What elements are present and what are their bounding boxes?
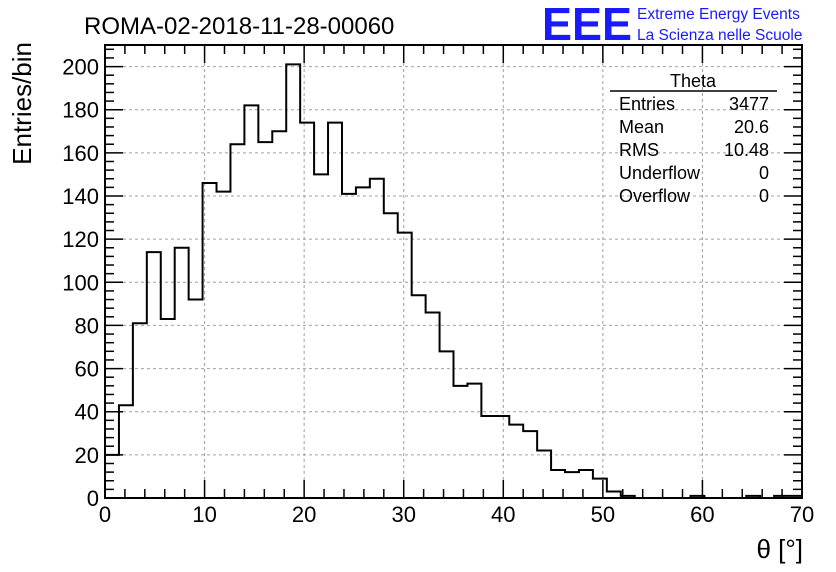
stats-row-label: Underflow: [619, 163, 701, 183]
y-tick-label: 80: [75, 313, 99, 338]
y-tick-label: 140: [62, 184, 99, 209]
histogram-bin: [509, 425, 523, 498]
stats-row-value: 10.48: [724, 140, 769, 160]
x-tick-label: 60: [690, 502, 714, 527]
y-tick-label: 160: [62, 141, 99, 166]
histogram-bin: [328, 123, 342, 498]
stats-row-value: 0: [759, 163, 769, 183]
histogram-bin: [565, 472, 579, 498]
histogram-bin: [119, 405, 133, 498]
x-tick-label: 50: [591, 502, 615, 527]
grid: [105, 45, 802, 498]
x-tick-label: 30: [391, 502, 415, 527]
histogram-bin: [314, 174, 328, 498]
stats-row-label: Overflow: [619, 186, 691, 206]
axis-ticks: [104, 45, 803, 499]
y-tick-label: 200: [62, 55, 99, 80]
x-tick-label: 40: [491, 502, 515, 527]
stats-row-value: 0: [759, 186, 769, 206]
x-tick-label: 70: [790, 502, 814, 527]
y-tick-label: 120: [62, 227, 99, 252]
histogram-bin: [175, 248, 189, 498]
y-tick-label: 20: [75, 443, 99, 468]
histogram-bin: [272, 131, 286, 498]
logo-line2: La Scienza nelle Scuole: [637, 27, 802, 44]
histogram-bin: [537, 451, 551, 498]
histogram-bins: [105, 64, 802, 498]
histogram-bin: [189, 300, 203, 498]
histogram-bin: [147, 252, 161, 498]
histogram-bin: [593, 479, 607, 498]
histogram-bin: [217, 192, 231, 498]
histogram-bin: [523, 431, 537, 498]
histogram-bin: [481, 416, 495, 498]
y-tick-label: 100: [62, 270, 99, 295]
histogram-bin: [426, 312, 440, 498]
y-tick-label: 180: [62, 98, 99, 123]
stats-row-label: Mean: [619, 117, 664, 137]
chart-title: ROMA-02-2018-11-28-00060: [84, 13, 394, 40]
histogram-bin: [230, 144, 244, 498]
x-tick-label: 20: [292, 502, 316, 527]
x-tick-labels: 0 10 20 30 40 50 60 70: [99, 502, 814, 527]
y-tick-labels: 0 20 40 60 80 100 120 140 160 180 200: [62, 55, 99, 511]
stats-row-value: 3477: [729, 94, 769, 114]
histogram-bin: [495, 416, 509, 498]
logo: EEE Extreme Energy Events La Scienza nel…: [542, 0, 802, 50]
stats-rows: Entries 3477 Mean 20.6 RMS 10.48 Underflow 0 Ove…: [619, 94, 769, 206]
histogram-bin: [258, 142, 272, 498]
histogram-bin: [467, 384, 481, 498]
stats-title: Theta: [670, 71, 717, 91]
histogram-bin: [440, 351, 454, 498]
logo-mark: EEE: [542, 0, 632, 50]
histogram-bin: [105, 455, 119, 498]
stats-row-label: RMS: [619, 140, 659, 160]
logo-line1: Extreme Energy Events: [637, 6, 800, 23]
histogram-bin: [370, 179, 384, 498]
histogram-bin: [300, 123, 314, 498]
y-tick-label: 40: [75, 400, 99, 425]
y-tick-label: 0: [87, 486, 99, 511]
histogram-bin: [286, 64, 300, 498]
x-tick-label: 0: [99, 502, 111, 527]
y-tick-label: 60: [75, 357, 99, 382]
stats-row-label: Entries: [619, 94, 675, 114]
plot-frame: [104, 44, 803, 499]
histogram-bin: [244, 105, 258, 498]
x-axis-label: θ [°]: [756, 534, 803, 564]
histogram-bin: [161, 319, 175, 498]
histogram-bin: [579, 470, 593, 498]
histogram-bin: [454, 386, 468, 498]
stats-box: Theta Entries 3477 Mean 20.6 RMS 10.48 Underfl…: [610, 71, 777, 206]
stats-row-value: 20.6: [734, 117, 769, 137]
histogram-bin: [133, 323, 147, 498]
y-axis-label: Entries/bin: [7, 42, 37, 165]
x-tick-label: 10: [192, 502, 216, 527]
histogram-bin: [356, 187, 370, 498]
histogram-outline: [104, 63, 803, 499]
histogram-bin: [398, 233, 412, 498]
